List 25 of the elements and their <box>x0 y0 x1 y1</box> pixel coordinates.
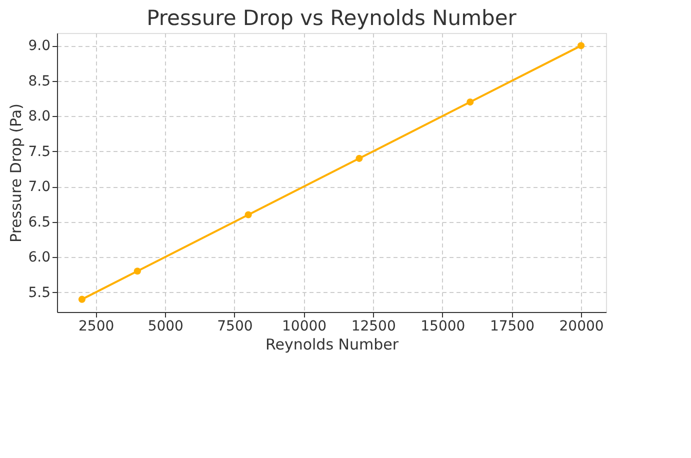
chart-title: Pressure Drop vs Reynolds Number <box>146 6 517 30</box>
x-tick-label: 2500 <box>78 318 114 334</box>
x-tick-label: 20000 <box>559 318 604 334</box>
x-tick-label: 7500 <box>217 318 253 334</box>
y-tick-label: 5.5 <box>28 284 50 301</box>
point <box>78 296 86 303</box>
point <box>134 268 141 275</box>
x-tick-label: 12500 <box>351 318 396 334</box>
x-tick-label: 17500 <box>490 318 534 334</box>
point <box>244 211 252 218</box>
y-tick-label: 8.0 <box>28 108 50 125</box>
y-axis-title: Pressure Drop (Pa) <box>7 104 26 242</box>
x-tick-label: 15000 <box>420 318 466 334</box>
point <box>466 98 474 106</box>
point <box>578 42 585 50</box>
y-tick-label: 7.5 <box>28 144 50 160</box>
x-tick-label: 10000 <box>282 318 327 334</box>
y-tick-label: 9.0 <box>28 38 50 54</box>
point <box>356 154 363 162</box>
y-tick-label: 7.0 <box>28 179 50 196</box>
x-tick-label: 5000 <box>148 318 184 334</box>
y-tick-label: 6.5 <box>28 214 50 230</box>
y-tick-label: 6.0 <box>28 250 50 266</box>
y-tick-label: 8.5 <box>28 73 50 90</box>
x-axis-title: Reynolds Number <box>265 336 400 354</box>
